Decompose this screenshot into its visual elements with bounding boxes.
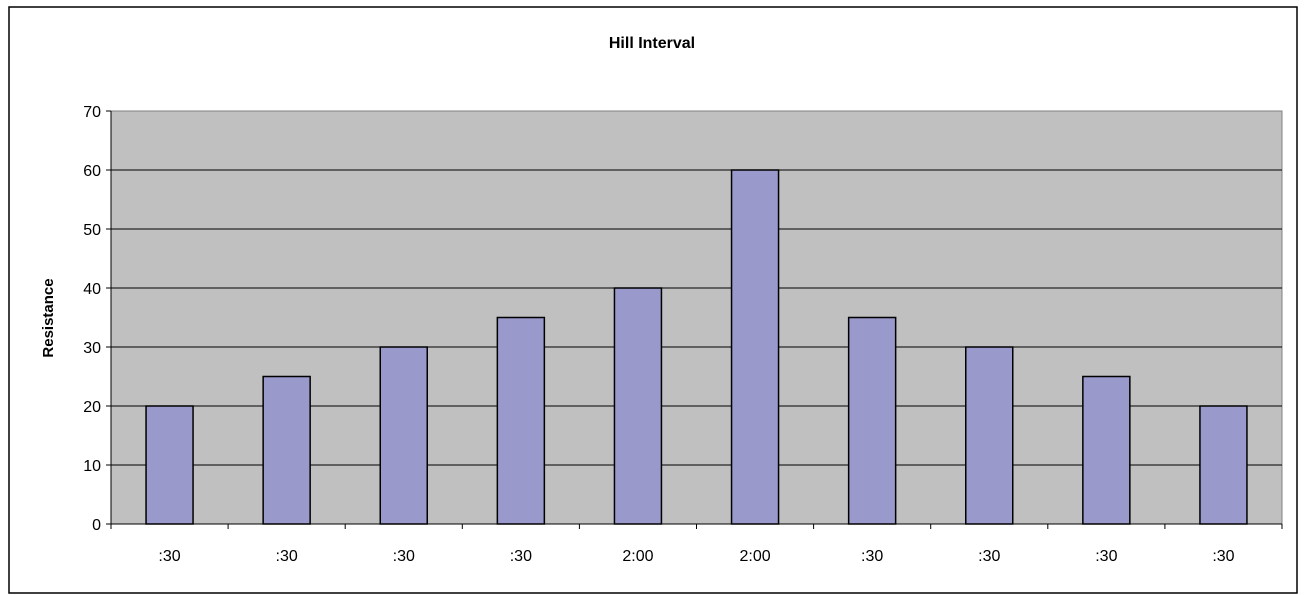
y-axis-label: Resistance	[40, 278, 57, 357]
x-tick-label: :30	[1212, 548, 1234, 565]
y-tick-label: 0	[92, 517, 101, 534]
bar	[262, 375, 311, 525]
y-tick-label: 60	[83, 163, 101, 180]
y-tick-label: 30	[83, 340, 101, 357]
x-tick-label: :30	[861, 548, 883, 565]
bar	[847, 316, 897, 525]
bar	[379, 346, 428, 525]
bar	[496, 316, 546, 525]
y-tick-label: 20	[83, 399, 101, 416]
y-tick-label: 10	[83, 458, 101, 475]
bar	[730, 169, 780, 525]
bar	[145, 405, 194, 525]
bar	[1199, 405, 1248, 525]
bar	[965, 346, 1014, 525]
x-tick-label: :30	[276, 548, 298, 565]
x-tick-label: :30	[158, 548, 180, 565]
chart-title: Hill Interval	[609, 35, 695, 52]
y-tick-label: 70	[83, 104, 101, 121]
x-tick-label: :30	[1095, 548, 1117, 565]
x-tick-label: 2:00	[622, 548, 653, 565]
bar	[613, 287, 663, 525]
x-tick-label: :30	[510, 548, 532, 565]
y-tick-label: 50	[83, 222, 101, 239]
y-tick-label: 40	[83, 281, 101, 298]
bar	[1082, 375, 1131, 525]
x-tick-label: :30	[978, 548, 1000, 565]
x-tick-label: :30	[393, 548, 415, 565]
x-tick-label: 2:00	[739, 548, 770, 565]
